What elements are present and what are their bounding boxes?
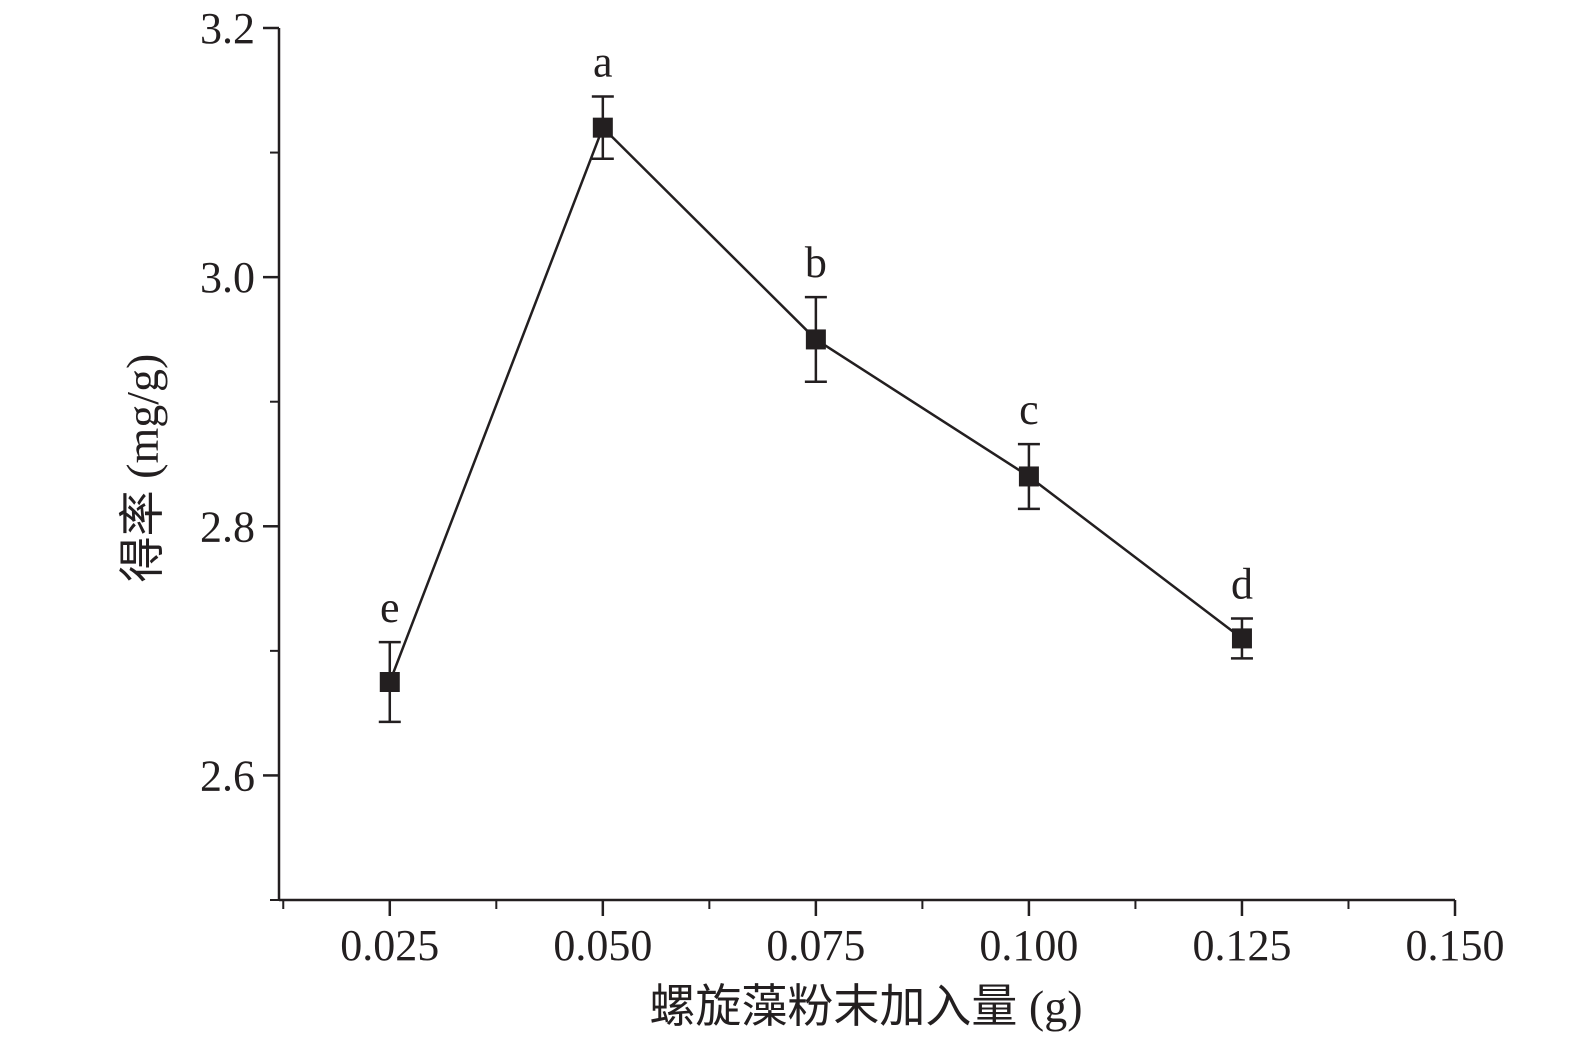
data-point — [1018, 466, 1039, 487]
y-tick-label: 2.6 — [200, 751, 255, 800]
data-point — [805, 329, 826, 350]
x-axis-title: 螺旋藻粉末加入量 (g) — [649, 981, 1082, 1032]
significance-label: c — [1019, 385, 1039, 434]
x-tick-label: 0.075 — [766, 921, 865, 970]
x-tick-label: 0.100 — [979, 921, 1078, 970]
data-series: e a b c d — [378, 38, 1253, 724]
significance-label: a — [593, 38, 613, 87]
data-point — [1231, 628, 1252, 649]
series-line — [388, 126, 1243, 683]
significance-label: e — [380, 583, 400, 632]
x-tick-label: 0.125 — [1192, 921, 1291, 970]
x-tick-label: 0.150 — [1406, 921, 1505, 970]
y-axis-title: 得率 (mg/g) — [117, 354, 168, 583]
data-point — [379, 672, 400, 692]
y-tick-label: 2.8 — [200, 502, 255, 551]
y-tick-label: 3.2 — [200, 4, 255, 53]
data-point — [592, 117, 613, 138]
axes: 0.025 0.050 0.075 0.100 0.125 0.150 2.6 2.8 3.0 3… — [200, 4, 1505, 970]
significance-label: d — [1231, 559, 1253, 608]
x-tick-label: 0.050 — [553, 921, 652, 970]
x-tick-label: 0.025 — [340, 921, 439, 970]
significance-label: b — [805, 238, 827, 287]
y-tick-label: 3.0 — [200, 253, 255, 302]
